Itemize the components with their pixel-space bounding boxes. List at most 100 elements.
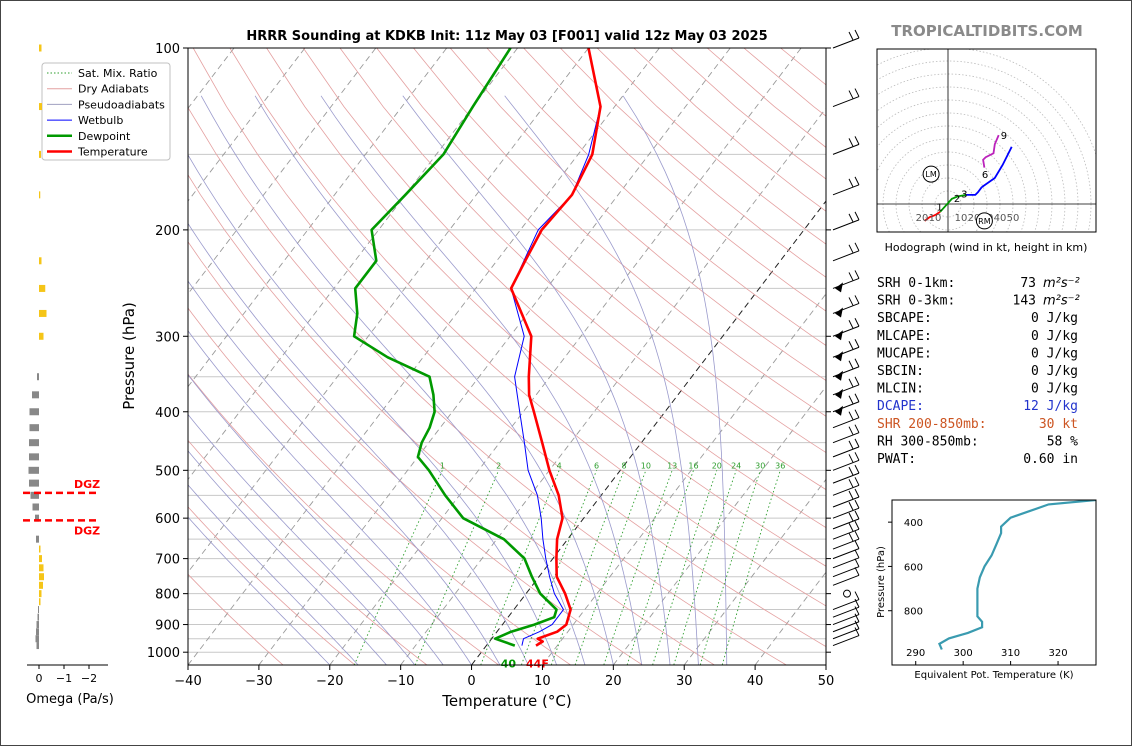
omega-bar: [39, 598, 41, 606]
dry-adiabat-line: [449, 48, 826, 381]
barb-staff: [832, 184, 860, 196]
temperature-tick-label: −10: [387, 674, 414, 689]
omega-bar: [39, 581, 43, 589]
dgz-label: DGZ: [74, 478, 100, 491]
barb-full: [854, 318, 860, 327]
dry-adiabat-line: [413, 48, 826, 417]
barb-full: [854, 510, 860, 520]
mixing-ratio-line: [550, 470, 625, 665]
hodo-segment: [939, 194, 967, 213]
barb-full: [854, 477, 860, 486]
barb-full-2: [848, 512, 854, 522]
mixing-ratio-line: [673, 470, 737, 665]
barb-staff: [832, 219, 860, 231]
temperature-tick-label: −40: [174, 674, 201, 689]
storm-motion-label: RM: [978, 217, 991, 226]
storm-motion-marker: [922, 165, 940, 183]
wind-barb: [832, 606, 860, 626]
pressure-tick-label: 100: [155, 42, 180, 57]
dry-adiabat-line: [188, 174, 715, 665]
mixing-ratio-label: 8: [621, 461, 626, 470]
barb-staff: [832, 496, 860, 508]
indices-panel: SRH 0-1km: 73 m²s⁻² SRH 0-3km: 143 m²s⁻² SBCAP…: [877, 276, 1080, 467]
barb-full-2: [848, 90, 854, 99]
skewt-y-axis-label: Pressure (hPa): [120, 302, 138, 410]
thetae-y-axis-label: Pressure (hPa): [876, 546, 887, 618]
isotherm-line: [542, 293, 826, 665]
omega-bar: [29, 453, 39, 461]
dry-adiabat-line: [188, 573, 284, 665]
barb-full-2: [848, 426, 854, 435]
barb-full: [854, 452, 860, 461]
legend-label: Temperature: [77, 146, 148, 159]
omega-bar: [32, 503, 39, 511]
index-value: 0 J/kg: [1031, 329, 1078, 344]
barb-full: [854, 499, 860, 509]
barb-staff: [832, 346, 860, 358]
barb-full-2: [848, 532, 854, 542]
omega-bar: [39, 545, 41, 553]
barb-staff: [832, 557, 860, 569]
index-label: MLCIN:: [877, 382, 924, 397]
wind-barb: [832, 393, 860, 416]
dry-adiabat-line: [523, 48, 826, 312]
temperature-tick-label: 30: [676, 674, 693, 689]
wind-barb: [832, 510, 860, 530]
wind-barb: [832, 242, 860, 262]
barb-full-2: [848, 31, 854, 41]
omega-bar: [39, 590, 42, 598]
index-value: 0 J/kg: [1031, 346, 1078, 361]
temperature-tick-label: 0: [467, 674, 475, 689]
wind-barb: [832, 176, 860, 196]
pseudoadiabat-line: [188, 450, 387, 665]
barb-staff: [832, 417, 860, 429]
barb-full: [854, 270, 860, 279]
wind-barb: [832, 339, 860, 362]
dry-adiabat-line: [188, 106, 787, 665]
pressure-tick-label: 200: [155, 224, 180, 239]
pseudoadiabat-line: [188, 484, 359, 665]
hodo-height-label: 3: [961, 190, 967, 201]
barb-full: [854, 530, 860, 540]
barb-staff: [832, 606, 860, 618]
barb-full: [854, 176, 860, 186]
barb-staff: [832, 37, 860, 49]
omega-bar: [30, 491, 39, 499]
wind-barb: [832, 88, 860, 108]
thetae-x-tick-label: 310: [1001, 648, 1020, 659]
hodo-segment: [981, 146, 1013, 188]
index-label: SRH 0-1km:: [877, 276, 955, 291]
pressure-tick-label: 700: [155, 553, 180, 568]
barb-full: [854, 358, 860, 367]
wind-barb: [832, 136, 860, 155]
omega-panel: DGZ DGZ 0 −1 −2 Omega (Pa/s): [23, 44, 114, 707]
omega-bar: [39, 284, 46, 292]
hodo-segment: [924, 211, 941, 222]
barb-full-2: [848, 395, 854, 404]
barb-full-2: [848, 341, 854, 350]
dewpoint-profile: [352, 48, 558, 647]
omega-bar: [39, 150, 41, 158]
omega-bar: [29, 479, 39, 487]
index-value: 0 J/kg: [1031, 364, 1078, 379]
barb-full-2: [848, 466, 854, 476]
temperature-tick-label: 10: [534, 674, 551, 689]
index-value: 58 %: [1047, 434, 1078, 449]
pressure-tick-label: 900: [155, 619, 180, 634]
mixing-ratio-label: 10: [641, 461, 651, 470]
barb-full-2: [848, 138, 854, 147]
omega-bar: [39, 44, 42, 52]
omega-bar: [29, 439, 39, 447]
wind-barb: [832, 424, 860, 444]
omega-bar: [39, 257, 42, 265]
mixing-ratio-label: 30: [755, 461, 765, 470]
wind-barb: [832, 438, 860, 458]
wind-barb: [832, 540, 860, 560]
surface-temperature-label: 44F: [526, 658, 549, 671]
wind-barb: [832, 598, 860, 618]
hodo-height-label: 9: [1001, 131, 1007, 142]
barb-full-2: [848, 490, 854, 500]
omega-bar: [38, 606, 39, 614]
barb-full-2: [848, 378, 854, 388]
temperature-tick-label: 50: [818, 674, 835, 689]
